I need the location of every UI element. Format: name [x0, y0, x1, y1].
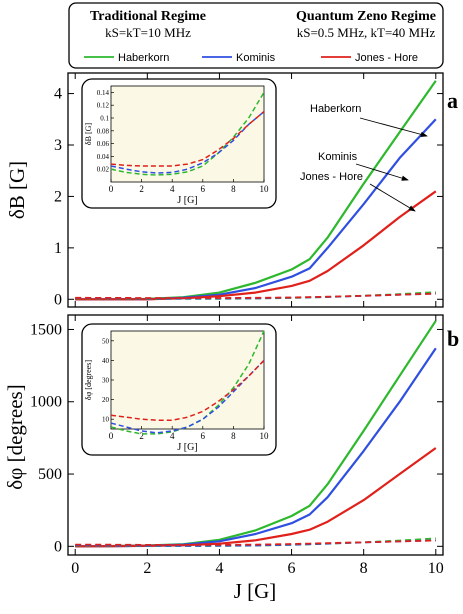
inset-a-ytick-label: 0.04	[97, 153, 110, 161]
annotation-haberkorn: Haberkorn	[310, 103, 361, 115]
inset-b-line-jones-hore	[110, 359, 265, 421]
inset-a-ytick-label: 0.14	[97, 89, 110, 97]
annotation-arrow-haberkorn	[359, 117, 428, 137]
inset-a-ylabel: δB [G]	[84, 123, 93, 146]
inset-a-xtick-label: 8	[231, 184, 236, 194]
panel-a-ytick-label: 3	[54, 137, 62, 154]
panel-a-ylabel: δB [G]	[5, 161, 29, 219]
legend: Traditional Regime kS=kT=10 MHz Quantum …	[68, 2, 444, 69]
annotation-arrow-kominis	[355, 163, 409, 181]
annotation-jones-hore: Jones - Hore	[300, 171, 363, 183]
legend-frame	[68, 2, 444, 69]
panel-b-xtick-label: 10	[428, 560, 444, 577]
inset-b-ylabel: δφ [degrees]	[84, 360, 93, 400]
legend-entry-jones-hore: Jones - Hore	[355, 52, 418, 64]
inset-b-xtick-label: 6	[201, 431, 206, 441]
panel-b-xtick-label: 8	[360, 560, 368, 577]
legend-traditional-params: kS=kT=10 MHz	[105, 25, 191, 40]
panel-b-xlabel: J [G]	[234, 579, 277, 603]
panel-b-line-jones-hore-solid	[75, 447, 437, 548]
panel-a: 02468100123402468100.020.040.060.080.10.…	[5, 72, 458, 329]
inset-b-line-kominis	[110, 359, 265, 434]
inset-b-xtick-label: 10	[260, 431, 270, 441]
inset-a-line-haberkorn	[110, 92, 265, 176]
panel-a-ytick-label: 1	[54, 240, 62, 257]
panel-a-line-jones-hore-dashed	[75, 292, 436, 299]
panel-b-ytick-label: 1000	[30, 394, 62, 411]
panel-b-xtick-label: 6	[288, 560, 296, 577]
panel-b-ytick-label: 1500	[30, 321, 62, 338]
panel-b-label: b	[447, 326, 459, 351]
panel-b-xtick-label: 2	[143, 560, 151, 577]
panel-b-ytick-label: 0	[54, 538, 62, 555]
inset-a-xtick-label: 4	[170, 184, 175, 194]
inset-a-xtick-label: 2	[139, 184, 144, 194]
inset-a-ytick-label: 0.12	[97, 102, 110, 110]
panel-a-annotations: Haberkorn Kominis Jones - Hore	[300, 103, 428, 212]
inset-a-ytick-label: 0.1	[100, 115, 109, 123]
inset-a-xtick-label: 0	[109, 184, 114, 194]
inset-a-ytick-label: 0.06	[97, 140, 110, 148]
inset-b-ytick-label: 40	[102, 357, 110, 365]
inset-a-xlabel: J [G]	[177, 195, 197, 206]
inset-a-ytick-label: 0.02	[97, 166, 110, 174]
inset-a-line-jones-hore	[110, 111, 265, 167]
inset-b-xtick-label: 2	[139, 431, 144, 441]
panel-b-xtick-label: 4	[215, 560, 223, 577]
inset-b-line-haberkorn	[110, 330, 265, 435]
panel-b-ylabel: δφ [degrees]	[3, 384, 27, 489]
legend-zeno-title: Quantum Zeno Regime	[296, 9, 436, 24]
inset-b-plot-area	[110, 330, 265, 430]
inset-b-xlabel: J [G]	[177, 442, 197, 453]
inset-b-ytick-label: 50	[102, 337, 110, 345]
inset-a-ytick-label: 0.08	[97, 127, 110, 135]
inset-b-xtick-label: 4	[170, 431, 175, 441]
panel-b: 0 2 4 6 8 10 0 500 1000 1500 0 2 4 6 8 10 10 20 30 40 50 J [G…	[3, 314, 459, 603]
legend-entry-haberkorn: Haberkorn	[118, 52, 169, 64]
legend-zeno-params: kS=0.5 MHz, kT=40 MHz	[297, 25, 436, 40]
panel-b-line-jones-hore-dashed	[75, 539, 436, 546]
panel-a-label: a	[447, 88, 458, 113]
panel-b-xtick-label: 0	[71, 560, 79, 577]
inset-a-line-kominis	[110, 111, 265, 174]
inset-b-xtick-label: 8	[231, 431, 236, 441]
panel-a-ytick-label: 0	[54, 291, 62, 308]
inset-b-ytick-label: 10	[102, 416, 110, 424]
inset-a-xtick-label: 10	[260, 184, 270, 194]
annotation-arrow-jones-hore	[369, 183, 416, 212]
legend-entry-kominis: Kominis	[236, 52, 276, 64]
panel-a-ytick-label: 2	[54, 188, 62, 205]
inset-a-plot-area	[110, 85, 265, 183]
annotation-kominis: Kominis	[318, 151, 358, 163]
inset-b-ytick-label: 20	[102, 396, 110, 404]
panel-a-ytick-label: 4	[54, 86, 62, 103]
panel-a-line-jones-hore-solid	[75, 190, 437, 301]
inset-b-ytick-label: 30	[102, 377, 110, 385]
inset-b-xtick-label: 0	[109, 431, 114, 441]
panel-b-ytick-label: 500	[38, 466, 62, 483]
legend-traditional-title: Traditional Regime	[90, 9, 206, 24]
inset-a-xtick-label: 6	[201, 184, 206, 194]
